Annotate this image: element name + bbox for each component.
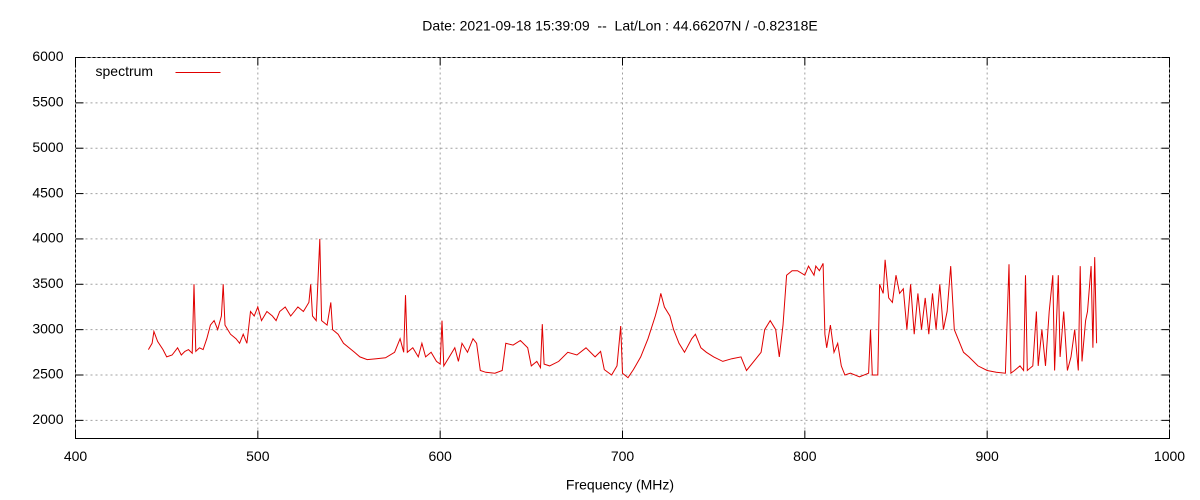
y-tick-label: 5500 [32,94,63,110]
x-tick-label: 500 [246,448,270,464]
chart-title: Date: 2021-09-18 15:39:09 -- Lat/Lon : 4… [422,18,817,34]
y-tick-label: 5000 [32,139,63,155]
y-tick-label: 6000 [32,48,63,64]
x-tick-label: 400 [64,448,88,464]
y-tick-label: 4000 [32,230,63,246]
y-tick-label: 2500 [32,366,63,382]
y-tick-label: 3500 [32,275,63,291]
y-tick-label: 4500 [32,184,63,200]
x-tick-label: 700 [611,448,635,464]
x-tick-label: 900 [975,448,999,464]
spectrum-line [147,238,1098,379]
x-axis-label: Frequency (MHz) [566,477,674,493]
x-tick-label: 1000 [1154,448,1185,464]
legend-label: spectrum [96,63,154,79]
x-tick-label: 600 [428,448,452,464]
x-tick-label: 800 [793,448,817,464]
y-tick-label: 2000 [32,411,63,427]
y-tick-label: 3000 [32,320,63,336]
